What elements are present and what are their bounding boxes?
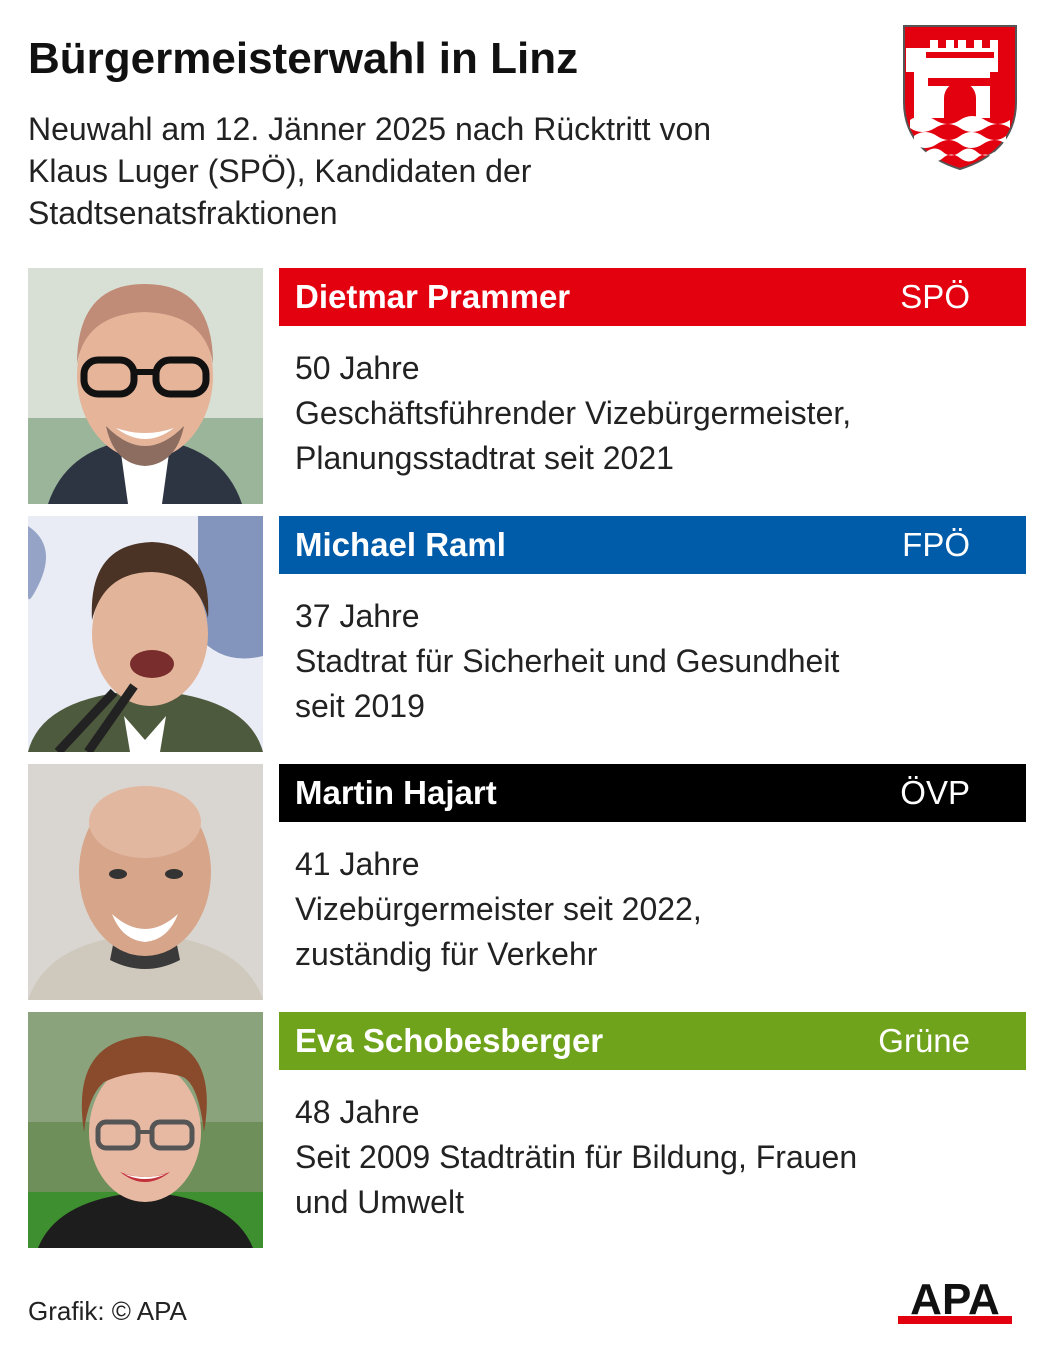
linz-coat-of-arms-icon [903,25,1017,171]
candidate-party: FPÖ [902,526,970,563]
candidate-name: Dietmar Prammer [295,278,571,315]
candidate-age: 41 Jahre [295,846,420,882]
candidate-age: 37 Jahre [295,598,420,634]
candidate-name-bar: Dietmar Prammer SPÖ [279,268,1026,326]
candidate-age: 48 Jahre [295,1094,420,1130]
candidate-info: 37 Jahre Stadtrat für Sicherheit und Ges… [295,594,995,729]
candidate-role: Planungsstadtrat seit 2021 [295,440,674,476]
candidate-party: Grüne [878,1022,970,1059]
candidate-name: Michael Raml [295,526,506,563]
subtitle-line: Stadtsenatsfraktionen [28,195,338,231]
candidate-photo [28,764,263,1000]
candidate-photo [28,1012,263,1248]
candidate-name: Martin Hajart [295,774,497,811]
subtitle-line: Klaus Luger (SPÖ), Kandidaten der [28,153,532,189]
subtitle-line: Neuwahl am 12. Jänner 2025 nach Rücktrit… [28,111,712,147]
candidate-role: und Umwelt [295,1184,464,1220]
portrait-icon [28,1012,263,1248]
candidate-role: Geschäftsführender Vizebürgermeister, [295,395,852,431]
apa-logo-bar [898,1316,1012,1324]
candidate-role: seit 2019 [295,688,425,724]
candidate-photo [28,516,263,752]
candidate-name-bar: Michael Raml FPÖ [279,516,1026,574]
apa-logo-icon: APA [898,1276,1012,1324]
candidate-name-bar: Eva Schobesberger Grüne [279,1012,1026,1070]
candidate-card: Eva Schobesberger Grüne 48 Jahre Seit 20… [28,1012,1026,1248]
page-title: Bürgermeisterwahl in Linz [28,34,579,83]
candidate-card: Dietmar Prammer SPÖ 50 Jahre Geschäftsfü… [28,268,1026,504]
candidate-age: 50 Jahre [295,350,420,386]
subtitle: Neuwahl am 12. Jänner 2025 nach Rücktrit… [28,108,868,234]
candidate-party: SPÖ [900,278,970,315]
candidate-role: Vizebürgermeister seit 2022, [295,891,702,927]
source-credit: Grafik: © APA [28,1296,187,1326]
candidate-role: Stadtrat für Sicherheit und Gesundheit [295,643,840,679]
candidate-info: 50 Jahre Geschäftsführender Vizebürgerme… [295,346,995,481]
candidate-photo [28,268,263,504]
candidate-party: ÖVP [900,774,970,811]
portrait-icon [28,516,263,752]
candidate-role: zuständig für Verkehr [295,936,598,972]
candidate-card: Michael Raml FPÖ 37 Jahre Stadtrat für S… [28,516,1026,752]
candidate-info: 41 Jahre Vizebürgermeister seit 2022, zu… [295,842,995,977]
candidate-name: Eva Schobesberger [295,1022,604,1059]
candidate-info: 48 Jahre Seit 2009 Stadträtin für Bildun… [295,1090,995,1225]
candidate-card: Martin Hajart ÖVP 41 Jahre Vizebürgermei… [28,764,1026,1000]
candidate-role: Seit 2009 Stadträtin für Bildung, Frauen [295,1139,858,1175]
candidate-name-bar: Martin Hajart ÖVP [279,764,1026,822]
portrait-icon [28,268,263,504]
portrait-icon [28,764,263,1000]
